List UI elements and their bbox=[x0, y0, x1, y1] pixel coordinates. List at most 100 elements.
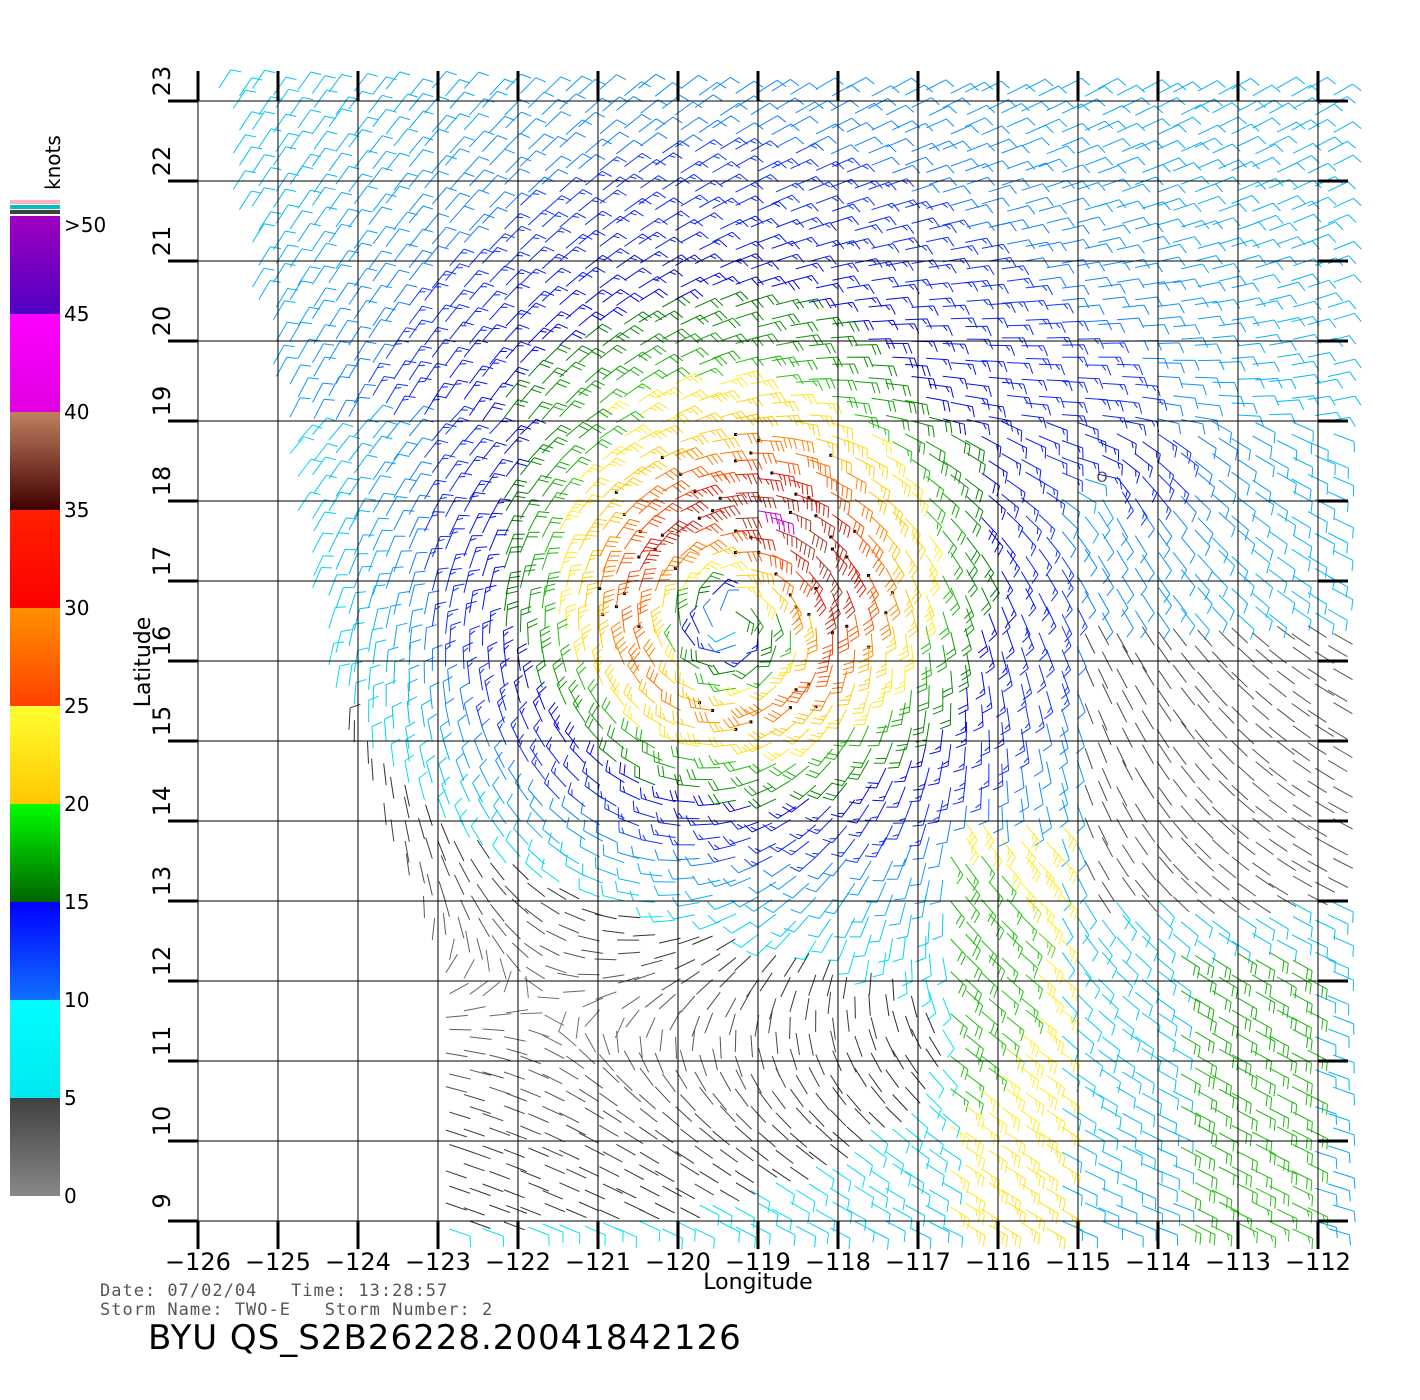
legend-title: knots bbox=[41, 135, 65, 190]
wind-barb-group bbox=[449, 553, 467, 576]
wind-barb-group bbox=[328, 606, 945, 1187]
rain-flag bbox=[789, 510, 792, 514]
wind-barb-group bbox=[559, 377, 1055, 1149]
wind-barb-group bbox=[735, 459, 763, 471]
wind-barb-group bbox=[528, 626, 1155, 1123]
lat-lon-grid bbox=[197, 100, 1319, 1222]
wind-barb-group bbox=[232, 77, 1159, 1227]
wind-barb-group bbox=[599, 425, 1290, 1173]
wind-barb-group bbox=[372, 98, 495, 513]
wind-barb-group bbox=[830, 491, 860, 643]
wind-barb-group bbox=[544, 353, 1272, 997]
wind-barb-group bbox=[289, 436, 912, 1209]
wind-barb-group bbox=[568, 356, 947, 708]
wind-barb-group bbox=[795, 334, 978, 580]
wind-barb-group bbox=[469, 1207, 701, 1231]
wind-barb-group bbox=[527, 618, 893, 782]
wind-barb-group bbox=[925, 476, 1276, 1053]
wind-barb-group bbox=[928, 263, 979, 292]
wind-barb-group bbox=[371, 721, 866, 1250]
wind-barb-group bbox=[520, 385, 971, 688]
wind-barb-group bbox=[772, 940, 905, 1231]
wind-barb-group bbox=[1194, 952, 1258, 1021]
wind-barb-group bbox=[408, 174, 831, 858]
legend-tick-label: 45 bbox=[64, 302, 89, 326]
wind-barb-group bbox=[289, 85, 1271, 596]
wind-barb-group bbox=[525, 975, 567, 1033]
wind-barb-group bbox=[348, 76, 1127, 896]
wind-barb-group bbox=[275, 70, 1235, 1248]
wind-barb-group bbox=[463, 219, 1161, 626]
lon-tick-label: −124 bbox=[325, 1248, 391, 1276]
wind-barb-group bbox=[449, 982, 469, 995]
wind-barb-group bbox=[830, 379, 1252, 1013]
wind-barb-group bbox=[786, 664, 833, 704]
wind-barb-group bbox=[348, 134, 1097, 826]
wind-barb-group bbox=[503, 457, 972, 681]
wind-barb-group bbox=[470, 858, 857, 1177]
wind-barb-group bbox=[780, 630, 1313, 1230]
wind-barb-group bbox=[289, 155, 1222, 615]
wind-barb-group bbox=[408, 115, 1075, 877]
wind-barb-group bbox=[328, 98, 1251, 796]
wind-barb-group bbox=[239, 146, 1275, 1117]
wind-barb-group bbox=[312, 532, 1080, 1249]
wind-barb-group bbox=[790, 437, 815, 454]
wind-barb-group bbox=[623, 570, 641, 594]
wind-barb-group bbox=[385, 84, 1010, 887]
wind-barb-group bbox=[516, 306, 951, 813]
wind-barb-group bbox=[634, 295, 691, 786]
wind-barb-group bbox=[675, 520, 810, 574]
wind-barb-group bbox=[758, 551, 782, 570]
wind-barb-group bbox=[650, 605, 662, 634]
wind-barb-group bbox=[639, 548, 885, 615]
wind-barb-group bbox=[578, 530, 887, 679]
wind-barb-group bbox=[335, 629, 962, 1172]
wind-barb-group bbox=[425, 837, 820, 1160]
legend-band bbox=[10, 804, 60, 902]
lat-tick-label: 17 bbox=[148, 546, 176, 577]
wind-barb-group bbox=[735, 529, 856, 635]
wind-barb-group bbox=[762, 683, 1078, 1230]
wind-barb-group bbox=[624, 113, 652, 129]
wind-barb-group bbox=[694, 294, 780, 309]
wind-barb-group bbox=[289, 81, 1351, 1246]
wind-barb-group bbox=[275, 71, 1351, 1170]
wind-barb-group bbox=[693, 401, 1313, 1095]
wind-barb-group bbox=[662, 447, 691, 461]
wind-barb-group bbox=[815, 515, 836, 539]
wind-barb-group bbox=[1025, 358, 1111, 411]
wind-barb-group bbox=[489, 272, 1011, 805]
wind-barb-group bbox=[368, 122, 1146, 454]
wind-barb-group bbox=[544, 369, 1276, 1173]
wind-barb-group bbox=[258, 83, 1355, 1074]
wind-barb-group bbox=[892, 441, 1290, 1249]
wind-barb-group bbox=[520, 302, 1137, 538]
wind-barb-group bbox=[368, 664, 1152, 1098]
wind-barb-group bbox=[393, 77, 1044, 827]
wind-barb-group bbox=[469, 250, 773, 833]
wind-barb-group bbox=[790, 511, 832, 583]
wind-barb-group bbox=[639, 514, 832, 674]
wind-barb-group bbox=[393, 119, 1217, 725]
wind-barb-group bbox=[616, 940, 931, 1248]
wind-barb-group bbox=[694, 378, 1313, 1153]
wind-barb-group bbox=[598, 601, 610, 628]
wind-barb-group bbox=[1180, 955, 1201, 979]
wind-barb-group bbox=[272, 98, 1275, 901]
wind-barb-group bbox=[368, 94, 1232, 881]
wind-barb-group bbox=[662, 254, 1023, 442]
wind-barb-group bbox=[790, 479, 814, 497]
wind-barb-group bbox=[559, 330, 998, 544]
wind-barb-group bbox=[808, 497, 830, 518]
wind-barb-group bbox=[598, 737, 617, 762]
wind-barb-group bbox=[465, 930, 643, 1058]
wind-barb-group bbox=[565, 389, 1041, 1245]
wind-barb-group bbox=[541, 367, 946, 636]
file-identifier: BYU QS_S2B26228.20041842126 bbox=[148, 1318, 742, 1358]
wind-barb-group bbox=[790, 359, 1289, 1018]
lat-tick-label: 11 bbox=[148, 1026, 176, 1057]
wind-barb-group bbox=[528, 168, 1050, 268]
wind-barb-group bbox=[654, 532, 680, 550]
